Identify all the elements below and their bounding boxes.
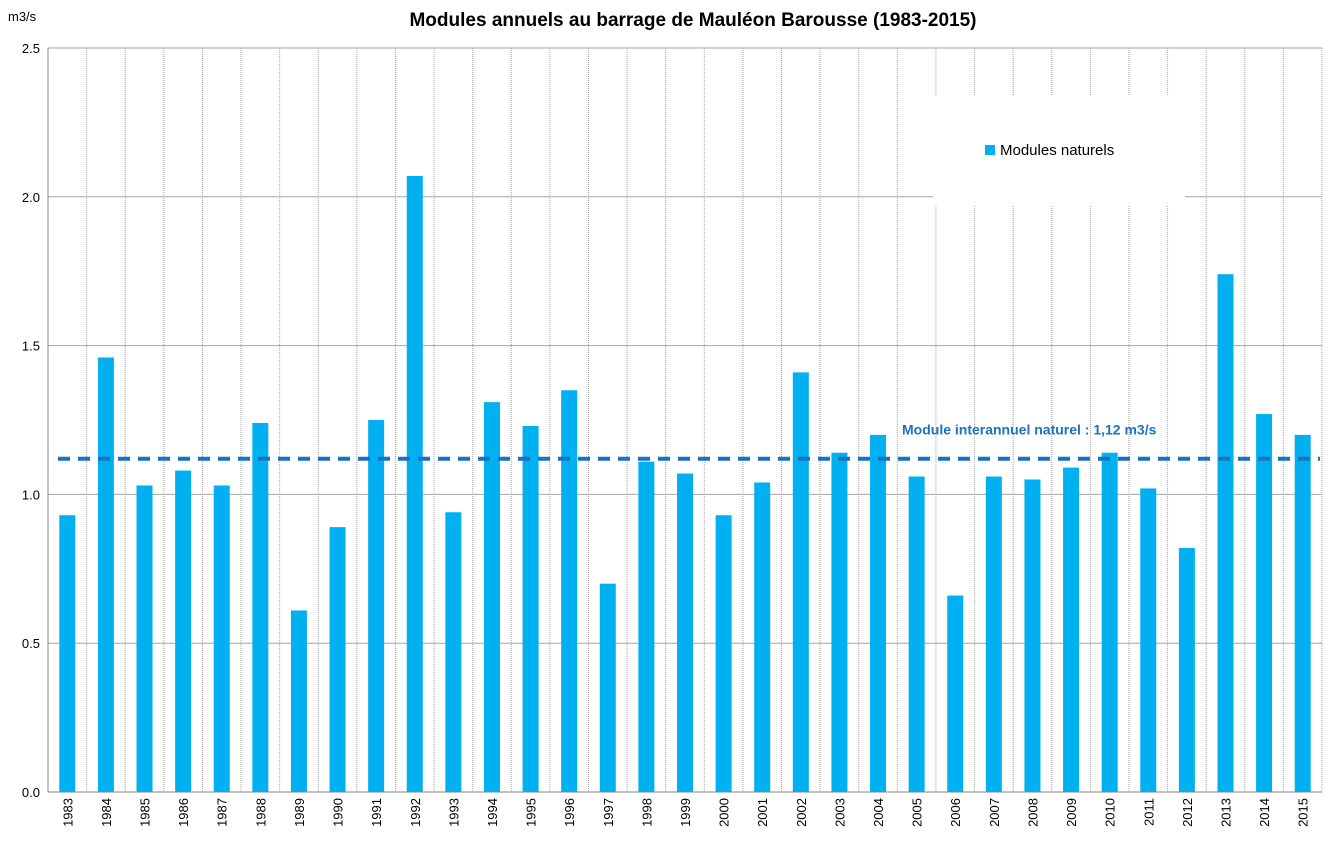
bar: [985, 476, 1002, 792]
x-tick-label: 1987: [215, 798, 230, 827]
x-tick-label: 1985: [138, 798, 153, 827]
bar: [329, 527, 346, 792]
x-tick-label: 2011: [1141, 798, 1156, 826]
x-tick-label: 2015: [1296, 798, 1311, 827]
y-axis-label: m3/s: [8, 9, 37, 24]
x-tick-label: 2010: [1103, 798, 1118, 827]
x-tick-label: 2009: [1064, 798, 1079, 827]
bar: [252, 422, 269, 792]
bar: [1178, 547, 1195, 792]
x-tick-label: 1986: [176, 798, 191, 827]
bar: [483, 402, 500, 792]
x-tick-label: 1989: [292, 798, 307, 827]
x-tick-label: 2008: [1025, 798, 1040, 827]
y-tick-label: 2.5: [22, 41, 40, 56]
x-tick-label: 1991: [369, 798, 384, 827]
y-tick-label: 2.0: [22, 190, 40, 205]
bar: [715, 515, 732, 792]
chart-title: Modules annuels au barrage de Mauléon Ba…: [409, 10, 976, 31]
bar: [599, 583, 616, 792]
bar: [1140, 488, 1157, 792]
bar: [406, 175, 423, 792]
bar: [175, 470, 192, 792]
bar: [638, 461, 655, 792]
x-tick-label: 1983: [60, 798, 75, 827]
x-tick-label: 1993: [446, 798, 461, 827]
y-tick-label: 1.0: [22, 487, 40, 502]
reference-label: Module interannuel naturel : 1,12 m3/s: [902, 422, 1157, 438]
x-tick-label: 2005: [910, 798, 925, 827]
bar: [1294, 434, 1311, 792]
legend-swatch: [985, 145, 995, 155]
x-tick-label: 2002: [794, 798, 809, 827]
bar: [522, 425, 539, 792]
legend-box: [933, 95, 1185, 205]
x-tick-label: 1996: [562, 798, 577, 827]
x-tick-label: 2013: [1218, 798, 1233, 827]
x-tick-label: 2012: [1180, 798, 1195, 827]
bar: [97, 357, 114, 792]
x-tick-label: 2004: [871, 798, 886, 827]
legend-label: Modules naturels: [1000, 142, 1114, 159]
x-tick-label: 1992: [408, 798, 423, 827]
bar: [677, 473, 693, 792]
x-tick-label: 2007: [987, 798, 1002, 827]
bar: [213, 485, 230, 792]
bar: [831, 452, 848, 792]
bar: [908, 476, 925, 792]
x-tick-label: 2003: [832, 798, 847, 827]
x-tick-label: 2014: [1257, 798, 1272, 827]
x-tick-label: 1998: [639, 798, 654, 827]
bar: [947, 595, 964, 792]
bar: [870, 434, 887, 792]
bar: [136, 485, 153, 792]
bar: [59, 515, 76, 792]
bar: [445, 512, 462, 792]
x-tick-label: 1995: [524, 798, 539, 827]
x-tick-label: 2006: [948, 798, 963, 827]
bar: [290, 610, 307, 792]
bar: [754, 482, 771, 792]
bar: [1217, 274, 1234, 792]
y-tick-label: 1.5: [22, 339, 40, 354]
bar: [792, 372, 809, 792]
bar: [561, 390, 578, 792]
x-tick-label: 2001: [755, 798, 770, 827]
x-tick-label: 1984: [99, 798, 114, 827]
x-tick-label: 1997: [601, 798, 616, 827]
x-tick-label: 1988: [253, 798, 268, 827]
y-tick-label: 0.5: [22, 636, 40, 651]
bar: [1063, 467, 1080, 792]
y-tick-label: 0.0: [22, 785, 40, 800]
x-tick-label: 1990: [331, 798, 346, 827]
x-tick-label: 1999: [678, 798, 693, 827]
bar: [1024, 479, 1041, 792]
x-tick-label: 2000: [717, 798, 732, 827]
x-tick-label: 1994: [485, 798, 500, 827]
bar: [1101, 452, 1118, 792]
bar: [368, 420, 385, 792]
bar: [1256, 414, 1273, 792]
